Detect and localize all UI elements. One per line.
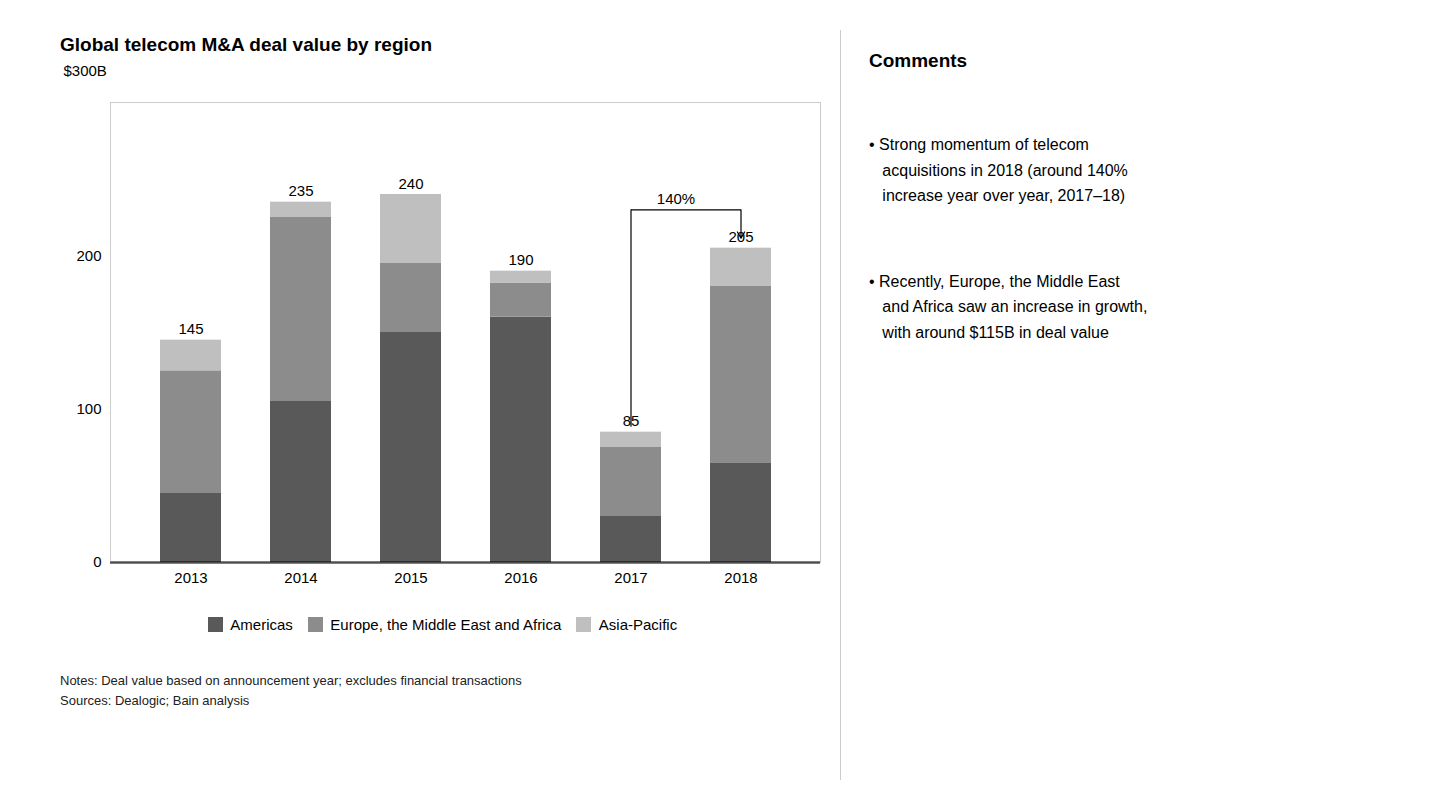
html-text:• Strong momentum of telecom a: • Strong momentum of telecom acquisition… <box>869 136 1128 205</box>
svg-text:200: 200 <box>76 247 101 264</box>
svg-text:2013: 2013 <box>174 569 207 586</box>
svg-text:85: 85 <box>622 412 640 430</box>
svg-text:0: 0 <box>93 553 101 570</box>
html-text:Notes: Deal value based on ann: Notes: Deal value based on announcement … <box>60 672 522 688</box>
svg-text:190: 190 <box>508 251 533 268</box>
svg-text:205: 205 <box>728 228 754 246</box>
svg-text:140%: 140% <box>657 190 695 207</box>
html-text:Europe, the Middle East and Af: Europe, the Middle East and Africa <box>330 616 562 633</box>
html-text:Global telecom M&A deal value: Global telecom M&A deal value by region <box>60 34 432 55</box>
svg-text:145: 145 <box>178 320 203 337</box>
svg-text:2014: 2014 <box>284 569 317 586</box>
svg-text:$300B: $300B <box>64 62 107 79</box>
svg-text:100: 100 <box>76 400 101 417</box>
svg-text:235: 235 <box>288 182 313 199</box>
html-text:• Recently, Europe, the Middle: • Recently, Europe, the Middle East and … <box>869 272 1148 341</box>
html-text:Asia-Pacific: Asia-Pacific <box>598 616 678 633</box>
svg-text:2016: 2016 <box>504 569 537 586</box>
html-text:Americas: Americas <box>230 616 293 633</box>
svg-text:2018: 2018 <box>724 569 757 586</box>
html-text:Comments: Comments <box>869 50 968 71</box>
svg-text:2017: 2017 <box>614 569 647 586</box>
html-text:Sources: Dealogic; Bain analys: Sources: Dealogic; Bain analysis <box>60 693 250 709</box>
svg-text:2015: 2015 <box>394 569 427 586</box>
svg-text:240: 240 <box>398 175 423 192</box>
